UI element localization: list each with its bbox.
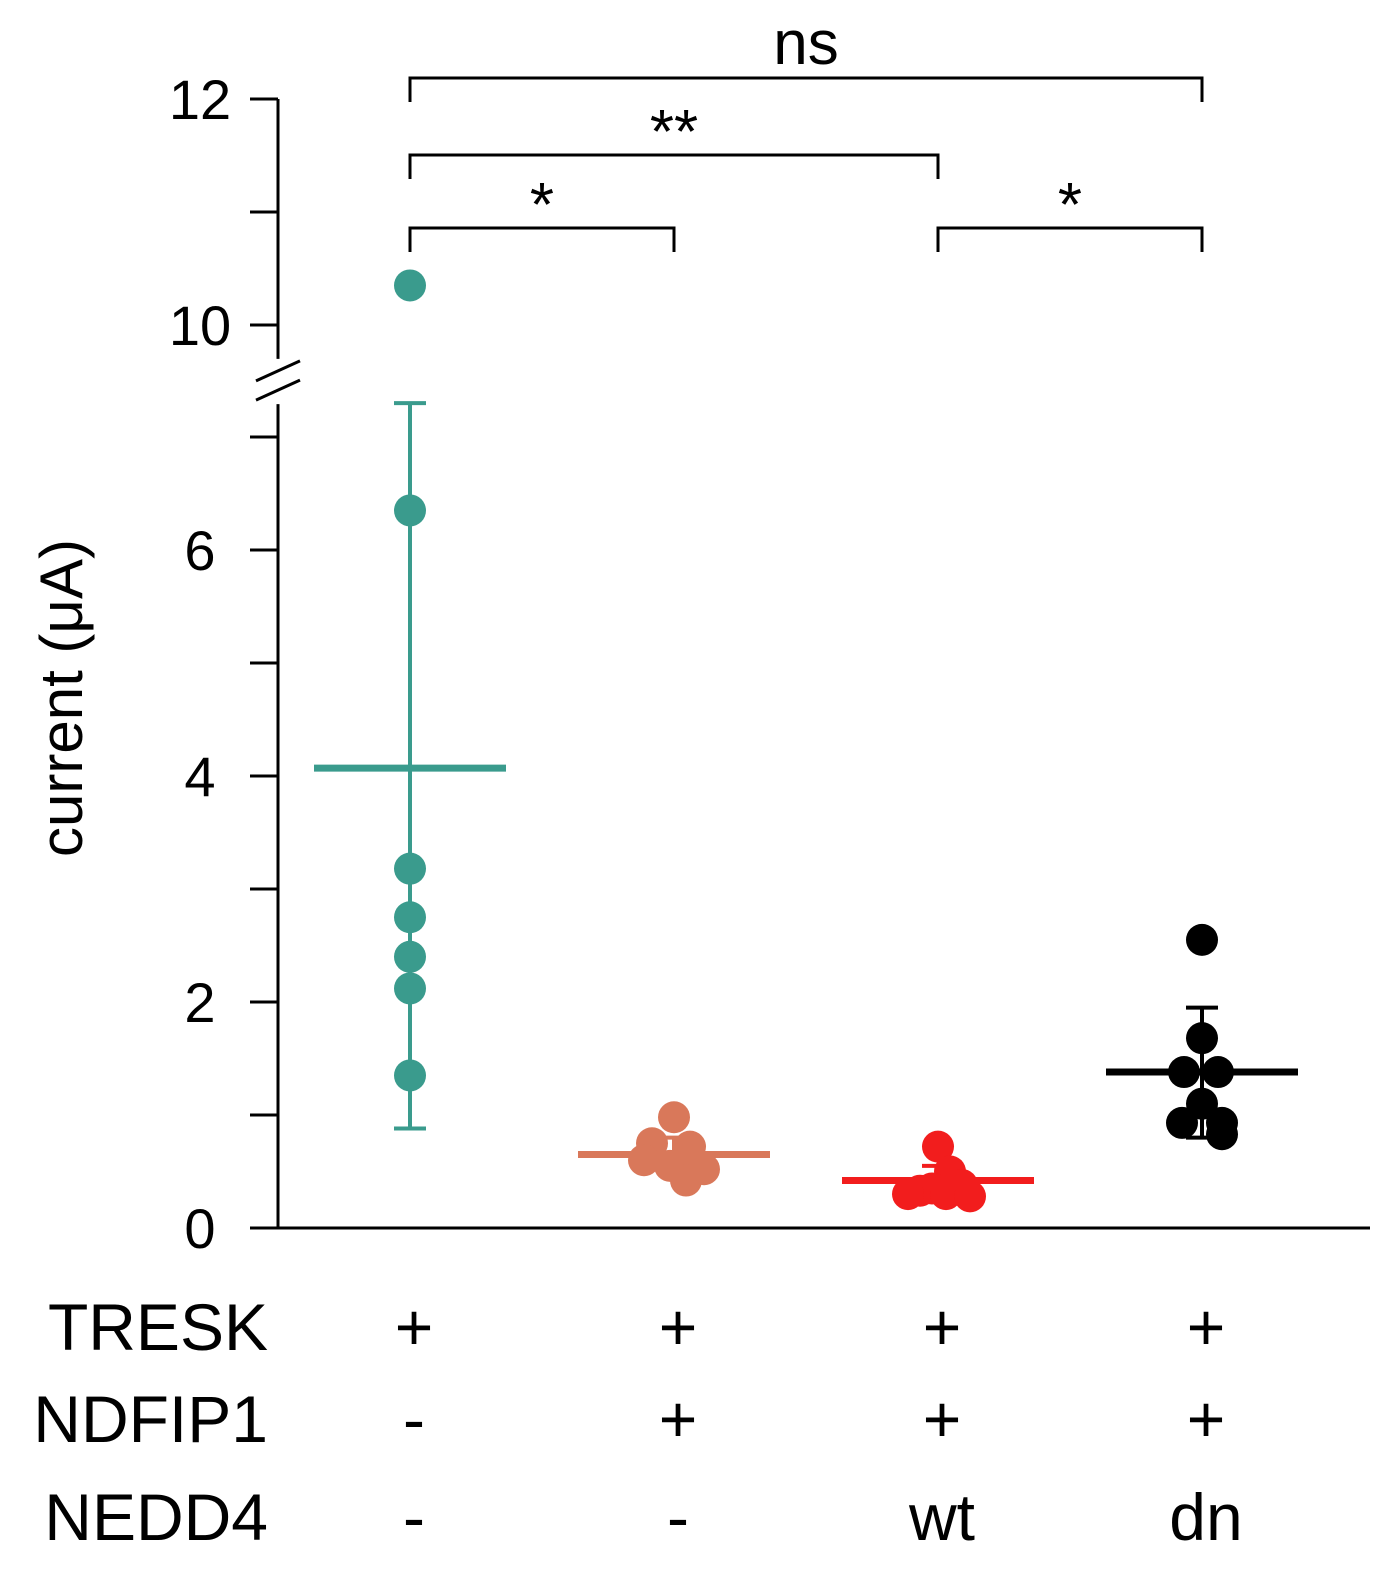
significance-label: * <box>530 171 554 240</box>
data-point <box>394 494 426 527</box>
condition-value: + <box>1187 1382 1226 1456</box>
series-group-2 <box>578 1101 770 1197</box>
data-point <box>892 1178 924 1211</box>
data-point <box>394 1059 426 1092</box>
condition-value: + <box>659 1382 698 1456</box>
data-point <box>1186 923 1218 956</box>
significance-bracket <box>408 153 940 179</box>
condition-label: NEDD4 <box>44 1480 268 1554</box>
data-point <box>670 1164 702 1197</box>
data-series <box>314 269 1298 1213</box>
y-tick-label: 12 <box>169 68 231 131</box>
series-group-3 <box>842 1130 1034 1213</box>
y-axis-label: current (μA) <box>28 539 95 857</box>
condition-value: + <box>659 1290 698 1364</box>
data-point <box>394 972 426 1005</box>
condition-label: TRESK <box>48 1290 268 1364</box>
data-point <box>1166 1106 1198 1139</box>
significance-brackets: ns*** * <box>408 9 1204 252</box>
y-tick-label: 0 <box>184 1197 215 1260</box>
condition-value: dn <box>1169 1480 1242 1554</box>
condition-value: + <box>923 1290 962 1364</box>
condition-value: wt <box>908 1480 975 1554</box>
data-point <box>1186 1087 1218 1120</box>
significance-bracket <box>408 76 1204 102</box>
data-point <box>394 852 426 885</box>
data-point <box>922 1130 954 1163</box>
condition-value: + <box>1187 1290 1226 1364</box>
condition-value: - <box>667 1480 689 1554</box>
condition-table: TRESK + + + + NDFIP1 - + + + NEDD4 - - wt dn <box>33 1290 1242 1554</box>
condition-value: + <box>923 1382 962 1456</box>
condition-value: - <box>403 1480 425 1554</box>
y-tick-label: 6 <box>184 519 215 582</box>
condition-value: - <box>403 1382 425 1456</box>
significance-bracket <box>936 226 1204 252</box>
data-point <box>954 1180 986 1213</box>
axis-break-mark <box>255 378 301 402</box>
data-point <box>394 901 426 934</box>
data-point <box>1206 1118 1238 1151</box>
y-axis: 0 2 4 6 10 12 <box>169 68 1370 1260</box>
condition-value: + <box>395 1290 434 1364</box>
series-group-4 <box>1106 923 1298 1151</box>
y-tick-label: 10 <box>169 294 231 357</box>
data-point <box>1186 1022 1218 1055</box>
significance-label: ns <box>773 9 838 78</box>
data-point <box>394 269 426 302</box>
y-tick-label: 4 <box>184 745 215 808</box>
significance-label: ** <box>650 98 698 167</box>
series-group-1 <box>314 269 506 1131</box>
condition-label: NDFIP1 <box>33 1382 268 1456</box>
axis-break-mark <box>255 359 301 383</box>
y-tick-label: 2 <box>184 971 215 1034</box>
data-point <box>394 940 426 973</box>
data-point <box>658 1101 690 1134</box>
data-point <box>930 1178 962 1211</box>
significance-bracket <box>408 226 676 252</box>
significance-label: * <box>1058 171 1082 240</box>
